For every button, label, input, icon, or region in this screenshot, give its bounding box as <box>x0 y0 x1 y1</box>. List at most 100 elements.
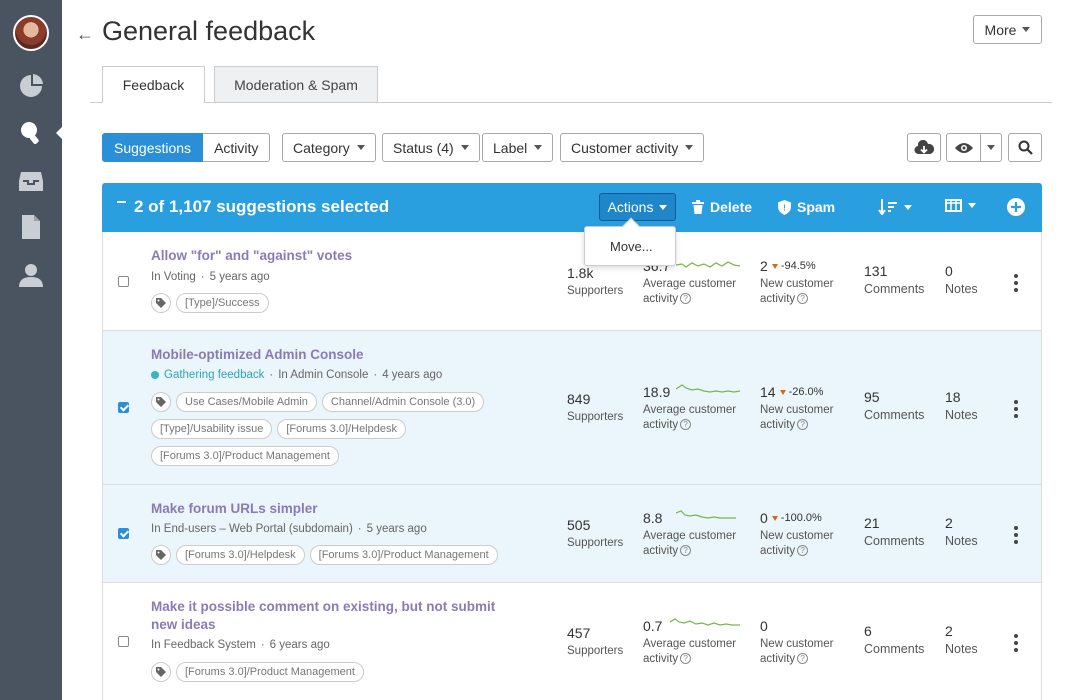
kebab-icon[interactable] <box>1014 526 1018 544</box>
avg-activity-stat: 18.9 Average customer activity? <box>643 384 736 433</box>
tag[interactable]: [Forums 3.0]/Helpdesk <box>277 419 406 439</box>
back-arrow-icon[interactable]: ← <box>76 24 94 44</box>
forum-name[interactable]: In End-users – Web Portal (subdomain) <box>151 523 353 535</box>
table-row[interactable]: Allow "for" and "against" votes In Votin… <box>102 232 1042 331</box>
search-icon <box>1018 140 1033 155</box>
plus-circle-icon <box>1007 198 1025 216</box>
sort-button[interactable] <box>878 199 912 215</box>
chevron-down-icon <box>685 145 694 150</box>
tag-icon[interactable] <box>151 392 171 412</box>
tag[interactable]: [Forums 3.0]/Product Management <box>309 545 498 565</box>
inbox-icon[interactable] <box>17 167 45 195</box>
notes-stat[interactable]: 2 Notes <box>945 623 978 657</box>
comments-stat[interactable]: 131 Comments <box>864 263 924 297</box>
delete-button[interactable]: Delete <box>692 199 752 215</box>
row-checkbox[interactable] <box>118 528 129 539</box>
status-text[interactable]: Gathering feedback <box>164 369 265 381</box>
actions-button[interactable]: Actions <box>599 193 676 221</box>
customer-activity-dropdown[interactable]: Customer activity <box>560 133 705 162</box>
kebab-icon[interactable] <box>1014 400 1018 418</box>
spam-label: Spam <box>797 199 836 215</box>
tag[interactable]: [Forums 3.0]/Product Management <box>176 662 364 682</box>
kebab-icon[interactable] <box>1014 634 1018 652</box>
menu-item-move[interactable]: Move... <box>610 239 653 254</box>
comments-label: Comments <box>864 534 925 548</box>
pie-chart-icon[interactable] <box>17 72 45 100</box>
forum-name[interactable]: In Voting <box>151 271 196 283</box>
row-checkbox[interactable] <box>118 402 129 413</box>
notes-stat[interactable]: 18 Notes <box>945 389 978 423</box>
tag-list: [Forums 3.0]/Product Management <box>151 662 531 682</box>
tab-feedback[interactable]: Feedback <box>102 66 205 103</box>
tag-icon[interactable] <box>151 662 171 682</box>
help-icon[interactable]: ? <box>797 419 809 431</box>
comments-stat[interactable]: 6 Comments <box>864 623 924 657</box>
user-icon[interactable] <box>17 261 45 289</box>
avg-activity-label-2: activity <box>643 653 679 665</box>
tag-icon[interactable] <box>151 293 171 313</box>
help-icon[interactable]: ? <box>797 293 809 305</box>
spam-button[interactable]: ! Spam <box>778 199 835 215</box>
avg-activity-label: Average customer <box>643 638 737 650</box>
comments-stat[interactable]: 21 Comments <box>864 515 924 549</box>
supporters-label: Supporters <box>567 285 624 297</box>
help-icon[interactable]: ? <box>680 545 692 557</box>
chevron-down-icon[interactable] <box>981 145 1001 150</box>
status-label: Status (4) <box>393 139 454 156</box>
lightbulb-icon[interactable] <box>17 119 45 147</box>
help-icon[interactable]: ? <box>797 545 809 557</box>
comments-stat[interactable]: 95 Comments <box>864 389 924 423</box>
avatar[interactable] <box>13 15 49 51</box>
status-dropdown[interactable]: Status (4) <box>382 133 480 162</box>
toggle-suggestions[interactable]: Suggestions <box>102 133 204 162</box>
help-icon[interactable]: ? <box>680 293 692 305</box>
help-icon[interactable]: ? <box>680 419 692 431</box>
search-button[interactable] <box>1008 133 1042 162</box>
suggestion-title[interactable]: Allow "for" and "against" votes <box>151 248 353 263</box>
suggestion-title[interactable]: Mobile-optimized Admin Console <box>151 347 364 362</box>
tag[interactable]: [Forums 3.0]/Product Management <box>151 446 339 466</box>
download-button[interactable] <box>907 133 941 162</box>
more-button[interactable]: More <box>973 15 1042 44</box>
tag[interactable]: [Forums 3.0]/Helpdesk <box>176 545 305 565</box>
comments-count: 95 <box>864 389 880 405</box>
tag[interactable]: [Type]/Usability issue <box>151 419 273 439</box>
deselect-all-icon[interactable] <box>117 201 126 203</box>
age-text: 5 years ago <box>366 523 427 535</box>
add-column-button[interactable] <box>1007 198 1025 216</box>
label-dropdown[interactable]: Label <box>482 133 554 162</box>
notes-stat[interactable]: 2 Notes <box>945 515 978 549</box>
document-icon[interactable] <box>17 213 45 241</box>
notes-stat[interactable]: 0 Notes <box>945 263 978 297</box>
kebab-icon[interactable] <box>1014 274 1018 292</box>
new-activity-label-2: activity <box>760 545 796 557</box>
download-cloud-icon <box>914 139 934 154</box>
comments-label: Comments <box>864 408 925 422</box>
tab-moderation-spam[interactable]: Moderation & Spam <box>214 66 378 102</box>
table-row[interactable]: Make it possible comment on existing, bu… <box>102 583 1042 700</box>
forum-name[interactable]: In Admin Console <box>278 369 369 381</box>
table-row[interactable]: Make forum URLs simpler In End-users – W… <box>102 485 1042 583</box>
table-row[interactable]: Mobile-optimized Admin Console Gathering… <box>102 331 1042 485</box>
row-checkbox[interactable] <box>118 636 129 647</box>
tag[interactable]: [Type]/Success <box>176 293 269 313</box>
row-checkbox[interactable] <box>118 276 129 287</box>
suggestion-title[interactable]: Make forum URLs simpler <box>151 501 318 516</box>
tag-icon[interactable] <box>151 545 171 565</box>
new-activity-value: 14 <box>760 384 776 400</box>
notes-count: 18 <box>945 389 961 405</box>
visibility-button[interactable] <box>946 133 1002 162</box>
sparkline <box>676 510 736 519</box>
new-activity-label: New customer <box>760 278 834 290</box>
tag-list: Use Cases/Mobile Admin Channel/Admin Con… <box>151 392 521 466</box>
tag[interactable]: Channel/Admin Console (3.0) <box>321 392 485 412</box>
toggle-activity[interactable]: Activity <box>203 133 271 162</box>
new-activity-stat: 0 New customer activity? <box>760 618 834 667</box>
help-icon[interactable]: ? <box>680 653 692 665</box>
tag[interactable]: Use Cases/Mobile Admin <box>176 392 317 412</box>
forum-name[interactable]: In Feedback System <box>151 639 256 651</box>
category-dropdown[interactable]: Category <box>282 133 376 162</box>
suggestion-title[interactable]: Make it possible comment on existing, bu… <box>151 599 496 632</box>
help-icon[interactable]: ? <box>797 653 809 665</box>
columns-button[interactable] <box>945 199 976 212</box>
